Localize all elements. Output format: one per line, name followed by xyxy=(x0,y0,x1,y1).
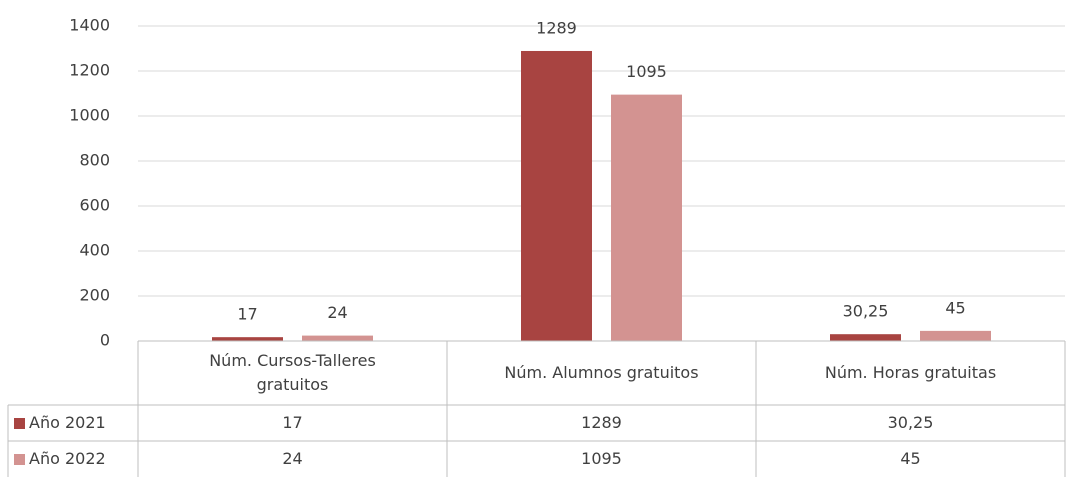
cell-text: 1095 xyxy=(581,449,622,468)
table-cell: 1289 xyxy=(447,405,756,441)
cell-text: 24 xyxy=(282,449,303,468)
table-cell: 30,25 xyxy=(756,405,1065,441)
data-label: 17 xyxy=(237,305,257,324)
category-cell: Núm. Horas gratuitas xyxy=(756,341,1065,405)
cell-text: Núm. Cursos-Talleres gratuitos xyxy=(209,351,376,394)
bar xyxy=(302,335,373,341)
bar xyxy=(830,334,901,341)
cell-text: Núm. Alumnos gratuitos xyxy=(504,363,699,382)
data-label: 1095 xyxy=(626,62,667,81)
category-cell: Núm. Alumnos gratuitos xyxy=(447,341,756,405)
legend-swatch xyxy=(14,453,25,465)
table-cell: 45 xyxy=(756,441,1065,477)
table-cell: 24 xyxy=(138,441,447,477)
y-tick-label: 800 xyxy=(79,151,110,170)
legend-swatch xyxy=(14,417,25,429)
y-tick-label: 400 xyxy=(79,241,110,260)
table-cell: 17 xyxy=(138,405,447,441)
table-cell: 1095 xyxy=(447,441,756,477)
data-label: 1289 xyxy=(536,18,577,37)
cell-text: Año 2022 xyxy=(29,449,106,468)
bar xyxy=(212,337,283,341)
cell-text: 30,25 xyxy=(887,413,934,432)
cell-text: 17 xyxy=(282,413,303,432)
bar xyxy=(920,330,991,341)
y-tick-label: 1400 xyxy=(69,16,110,35)
cell-text: Núm. Horas gratuitas xyxy=(824,363,997,382)
data-label: 24 xyxy=(327,303,347,322)
cell-text: 1289 xyxy=(581,413,622,432)
legend-cell: Año 2022 xyxy=(8,441,138,477)
bar xyxy=(611,94,682,341)
category-cell: Núm. Cursos-Talleres gratuitos xyxy=(138,341,447,405)
y-tick-label: 0 xyxy=(100,331,110,350)
y-tick-label: 200 xyxy=(79,286,110,305)
bar xyxy=(521,50,592,341)
y-tick-label: 1200 xyxy=(69,61,110,80)
legend-cell: Año 2021 xyxy=(8,405,138,441)
y-tick-label: 1000 xyxy=(69,106,110,125)
data-label: 45 xyxy=(945,298,965,317)
cell-text: Año 2021 xyxy=(29,413,106,432)
y-tick-label: 600 xyxy=(79,196,110,215)
cell-text: 45 xyxy=(900,449,921,468)
data-label: 30,25 xyxy=(843,302,889,321)
